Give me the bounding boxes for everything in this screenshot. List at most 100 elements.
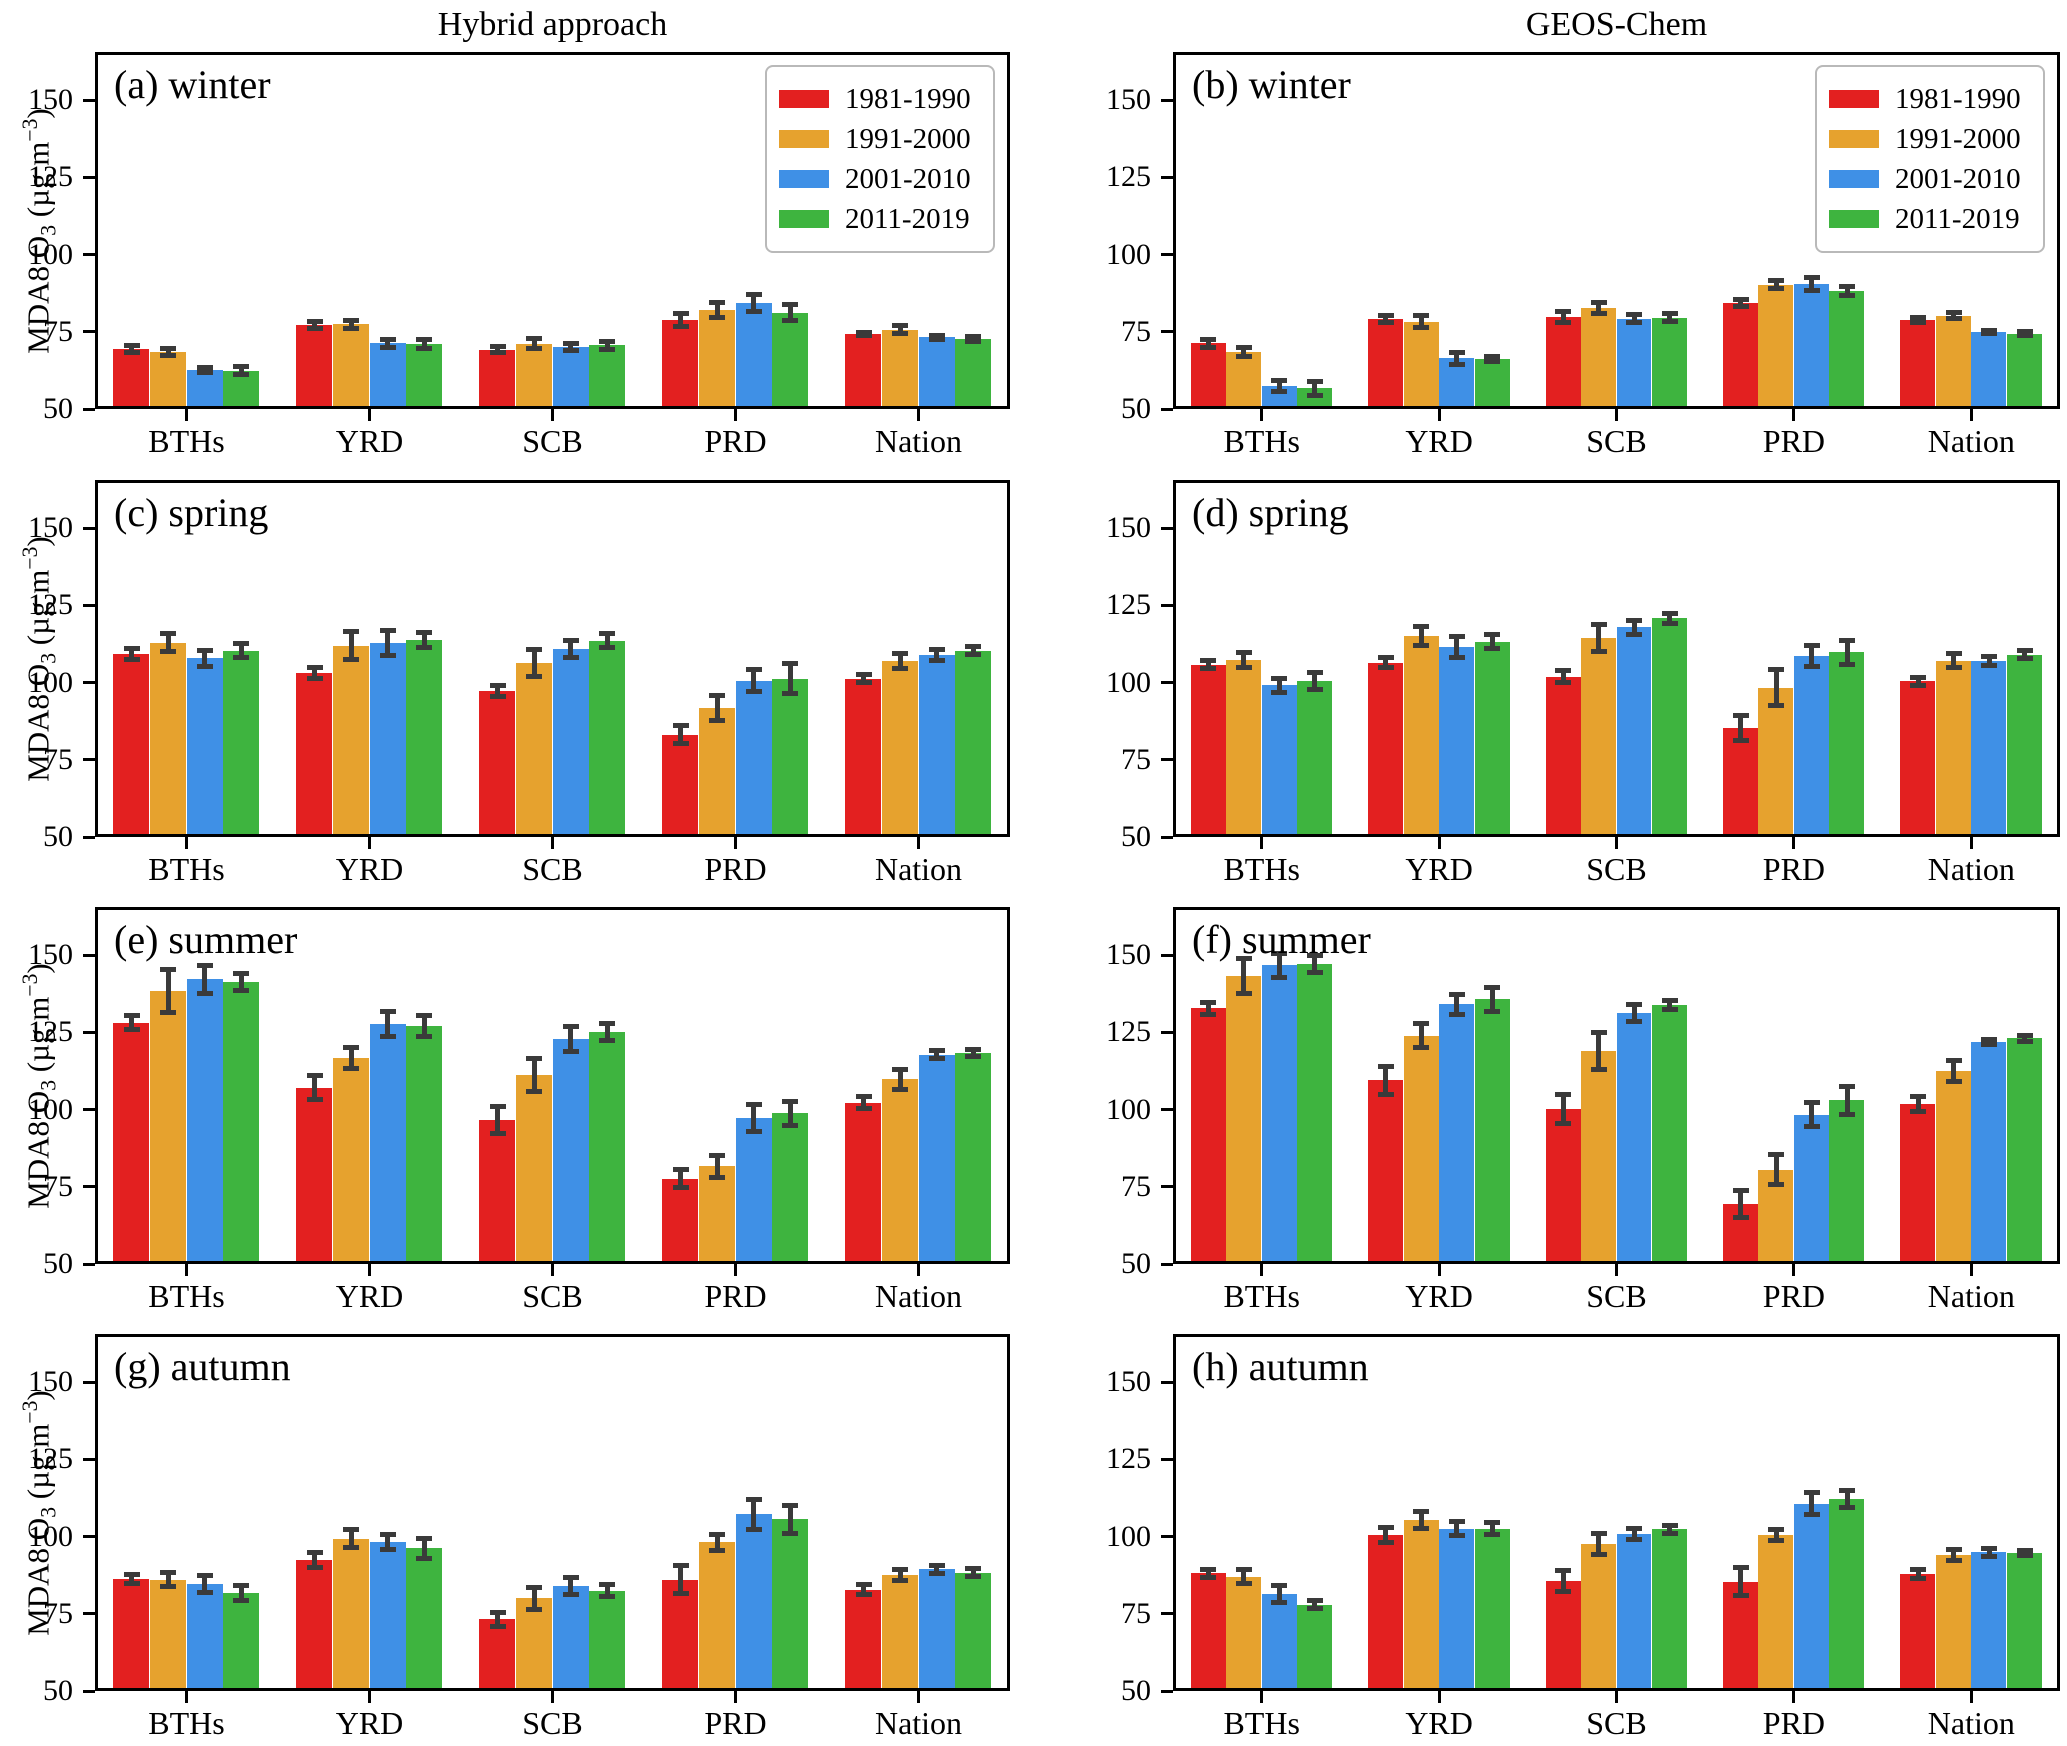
x-tick-mark [1615, 409, 1618, 421]
error-bar-cap-bottom [416, 345, 433, 351]
error-bar [897, 1568, 903, 1583]
error-bar-cap-top [1306, 669, 1323, 675]
error-bar-cap-bottom [1235, 665, 1252, 671]
error-bar-cap-top [928, 1562, 945, 1568]
x-tick-mark [1615, 837, 1618, 849]
bar-2001-2010-PRD [1793, 284, 1829, 406]
x-tick-mark [185, 837, 188, 849]
error-bar-cap-top [745, 1497, 762, 1503]
error-bar [1986, 654, 1992, 667]
y-tick-label: 150 [28, 83, 73, 117]
error-bar [678, 724, 684, 746]
error-bar-cap-bottom [416, 645, 433, 651]
y-tick-mark [1161, 175, 1173, 179]
error-bar-cap-top [672, 310, 689, 316]
y-tick-label: 100 [1106, 665, 1151, 699]
bar-1981-1990-SCB [479, 1119, 516, 1261]
y-tick-mark [83, 835, 95, 839]
error-bar-cap-top [965, 1047, 982, 1053]
y-axis-label-text: MDA8 O3 (µg m−3) [18, 962, 61, 1209]
error-bar-cap-bottom [562, 1048, 579, 1054]
error-bar-cap-bottom [1484, 645, 1501, 651]
error-bar [531, 648, 537, 679]
error-bar [568, 1575, 574, 1596]
error-bar-cap-top [1981, 1037, 1998, 1043]
error-bar-cap-bottom [599, 645, 616, 651]
error-bar-cap-bottom [1661, 318, 1678, 324]
bar-2001-2010-SCB [552, 649, 589, 834]
error-bar [970, 1566, 976, 1579]
error-bar-cap-bottom [233, 655, 250, 661]
error-bar-cap-bottom [1271, 975, 1288, 981]
x-category-label: YRD [1405, 1278, 1473, 1314]
error-bar-cap-bottom [892, 330, 909, 336]
error-bar-cap-top [892, 1567, 909, 1573]
bar-2011-2019-PRD [772, 1113, 809, 1261]
error-bar [934, 1563, 940, 1575]
error-bar-cap-bottom [1271, 389, 1288, 395]
error-bar [1844, 284, 1850, 297]
x-category-label: Nation [874, 1278, 963, 1314]
error-bar-cap-top [672, 723, 689, 729]
x-category-label: YRD [1405, 423, 1473, 459]
bar-2011-2019-YRD [406, 640, 443, 834]
bar-1981-1990-SCB [1545, 1580, 1581, 1688]
bar-2001-2010-SCB [1616, 318, 1652, 406]
bar-1991-2000-YRD [332, 324, 369, 406]
bar-2001-2010-BTHs [186, 658, 223, 834]
bar-2001-2010-BTHs [1261, 1593, 1297, 1688]
error-bar [1915, 1567, 1921, 1581]
y-tick-label: 100 [1106, 1519, 1151, 1553]
y-tick-mark [1161, 758, 1173, 762]
y-axis-label-text: MDA8 O3 (µg m−3) [18, 107, 61, 354]
error-bar [1951, 310, 1957, 321]
error-bar-cap-top [782, 1502, 799, 1508]
error-bar-cap-bottom [196, 663, 213, 669]
error-bar [1383, 1525, 1389, 1545]
x-tick-mark [1792, 837, 1796, 849]
bar-1991-2000-SCB [515, 663, 552, 834]
error-bar-cap-top [489, 1609, 506, 1615]
bar-1991-2000-BTHs [149, 991, 186, 1261]
bar-1991-2000-PRD [698, 1542, 735, 1688]
error-bar-cap-bottom [672, 1591, 689, 1597]
error-bar [751, 292, 757, 314]
error-bar [1241, 956, 1247, 996]
error-bar [1312, 380, 1318, 397]
x-category-label: BTHs [148, 851, 225, 887]
x-tick-mark [734, 837, 737, 849]
error-bar-cap-top [1271, 676, 1288, 682]
x-category-label: BTHs [148, 1278, 225, 1314]
bar-2001-2010-SCB [1616, 627, 1652, 834]
x-category-label: PRD [1762, 423, 1826, 459]
error-bar-cap-top [160, 966, 177, 972]
error-bar-cap-bottom [1626, 320, 1643, 326]
error-bar-cap-bottom [892, 1087, 909, 1093]
error-bar [1631, 1526, 1637, 1541]
bar-2011-2019-SCB [1651, 618, 1687, 834]
legend-label: 2011-2019 [1895, 203, 2020, 235]
error-bar-cap-bottom [1626, 632, 1643, 638]
bar-1991-2000-SCB [1581, 308, 1616, 406]
y-tick-label: 125 [1106, 1442, 1151, 1476]
error-bar-cap-bottom [965, 652, 982, 658]
error-bar-cap-top [1235, 649, 1252, 655]
error-bar-cap-bottom [233, 1597, 250, 1603]
error-bar [1809, 276, 1815, 292]
error-bar-cap-bottom [1981, 331, 1998, 337]
bar-2011-2019-PRD [1829, 1498, 1865, 1688]
error-bar [604, 340, 610, 351]
error-bar-cap-top [855, 672, 872, 678]
y-tick-mark [83, 1185, 95, 1189]
error-bar-cap-bottom [1306, 687, 1323, 693]
error-bar-cap-bottom [1768, 1181, 1785, 1187]
bar-2011-2019-SCB [589, 640, 626, 834]
error-bar-cap-top [1590, 622, 1607, 628]
bar-1981-1990-PRD [662, 734, 699, 834]
error-bar-cap-top [343, 317, 360, 323]
error-bar-cap-bottom [892, 666, 909, 672]
error-bar-cap-top [2016, 1548, 2033, 1554]
error-bar-cap-top [1590, 300, 1607, 305]
bar-2011-2019-YRD [406, 1026, 443, 1261]
y-tick-label: 75 [1121, 1596, 1151, 1630]
